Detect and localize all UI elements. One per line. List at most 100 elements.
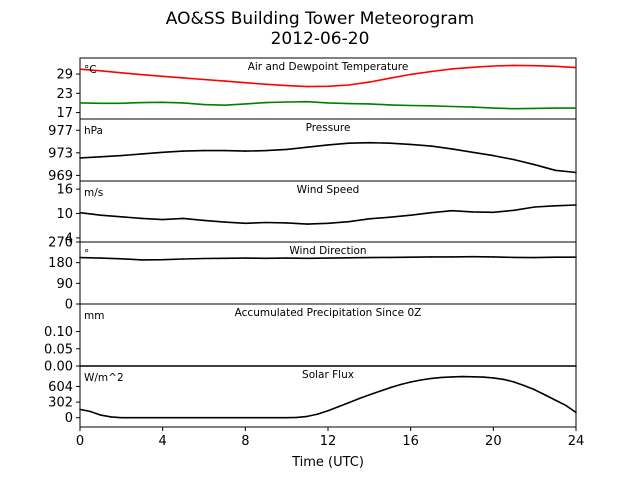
y-tick-label: 0 <box>65 298 73 313</box>
data-point <box>244 222 247 225</box>
panel-unit-label: mm <box>84 310 104 322</box>
data-point <box>99 414 102 416</box>
figure-title-line1: AO&SS Building Tower Meteorogram <box>166 9 474 29</box>
data-point <box>327 257 329 259</box>
data-point <box>265 257 267 260</box>
data-point <box>440 376 443 379</box>
data-point <box>461 375 464 378</box>
data-point <box>389 216 391 218</box>
data-point <box>203 78 205 81</box>
data-point <box>368 103 371 105</box>
x-axis-label: Time (UTC) <box>291 455 364 470</box>
y-tick-label: 270 <box>48 236 73 251</box>
data-point <box>513 158 515 161</box>
data-point <box>223 416 226 419</box>
data-point <box>120 416 123 419</box>
data-point <box>368 256 371 259</box>
panel-title: Wind Direction <box>289 245 366 257</box>
panel-title: Air and Dewpoint Temperature <box>248 61 409 73</box>
y-tick-label: 0.10 <box>44 325 73 340</box>
data-point <box>141 73 143 76</box>
data-point <box>430 256 433 258</box>
data-point <box>99 102 102 105</box>
data-point <box>223 221 226 223</box>
data-point <box>79 256 81 259</box>
data-point <box>203 416 205 419</box>
y-tick-label: 16 <box>56 183 73 198</box>
panel-title: Wind Speed <box>297 184 360 196</box>
data-point <box>203 103 205 106</box>
data-point <box>203 149 205 152</box>
data-point <box>347 102 350 105</box>
data-point <box>141 101 143 104</box>
x-tick-label: 12 <box>320 434 337 449</box>
data-point <box>513 381 515 383</box>
data-point <box>244 150 247 152</box>
panel-unit-label: W/m^2 <box>84 372 124 384</box>
data-point <box>161 258 164 261</box>
data-point <box>244 416 247 419</box>
data-point <box>409 214 412 216</box>
data-point <box>575 256 577 259</box>
data-point <box>554 107 557 109</box>
data-point <box>141 416 143 419</box>
data-point <box>347 142 350 144</box>
data-point <box>244 81 247 84</box>
y-tick-label: 977 <box>48 124 73 139</box>
data-point <box>79 157 81 159</box>
panel-wind_direction: 0 90 180 270 ° Wind Direction <box>48 236 577 313</box>
data-point <box>575 411 577 414</box>
data-point <box>265 416 267 419</box>
data-point <box>544 394 546 396</box>
data-point <box>79 408 81 411</box>
panel-title: Pressure <box>306 122 351 134</box>
data-point <box>471 66 474 69</box>
data-point <box>523 384 526 387</box>
data-point <box>265 83 267 86</box>
x-tick-label: 8 <box>241 434 249 449</box>
data-point <box>285 416 288 419</box>
data-point <box>347 84 350 86</box>
x-tick-label: 24 <box>568 434 585 449</box>
x-axis: 0 4 8 12 16 20 24 <box>76 427 584 449</box>
data-point <box>533 163 536 166</box>
panel-precipitation: 0.00 0.05 0.10 mm Accumulated Precipitation … <box>44 303 577 375</box>
data-point <box>161 75 164 78</box>
x-tick-label: 20 <box>485 434 502 449</box>
data-point <box>492 256 495 258</box>
data-point <box>285 148 288 151</box>
panel-unit-label: hPa <box>84 125 103 137</box>
data-point <box>409 256 412 259</box>
data-point <box>265 149 267 152</box>
data-point <box>327 85 329 88</box>
data-point <box>554 399 557 401</box>
data-point <box>141 153 143 155</box>
data-point <box>451 148 453 150</box>
data-point <box>182 150 185 152</box>
data-point <box>99 257 102 259</box>
panel-pressure: 969 973 977 hPa Pressure <box>48 118 577 184</box>
series-wind_speed-0 <box>79 204 577 225</box>
data-point <box>533 256 536 259</box>
data-point <box>182 258 185 260</box>
data-point <box>347 220 350 223</box>
data-point <box>161 218 164 221</box>
data-point <box>533 389 536 391</box>
data-point <box>306 415 309 418</box>
data-point <box>368 218 371 220</box>
data-point <box>285 257 288 259</box>
data-point <box>368 141 371 144</box>
x-tick-label: 16 <box>402 434 419 449</box>
data-point <box>513 64 515 67</box>
data-point <box>285 84 288 87</box>
data-point <box>513 107 515 110</box>
data-point <box>513 256 515 259</box>
data-point <box>306 146 309 148</box>
data-point <box>327 409 329 412</box>
data-point <box>358 397 360 400</box>
data-point <box>492 211 495 214</box>
data-point <box>244 257 247 259</box>
data-point <box>306 85 309 88</box>
